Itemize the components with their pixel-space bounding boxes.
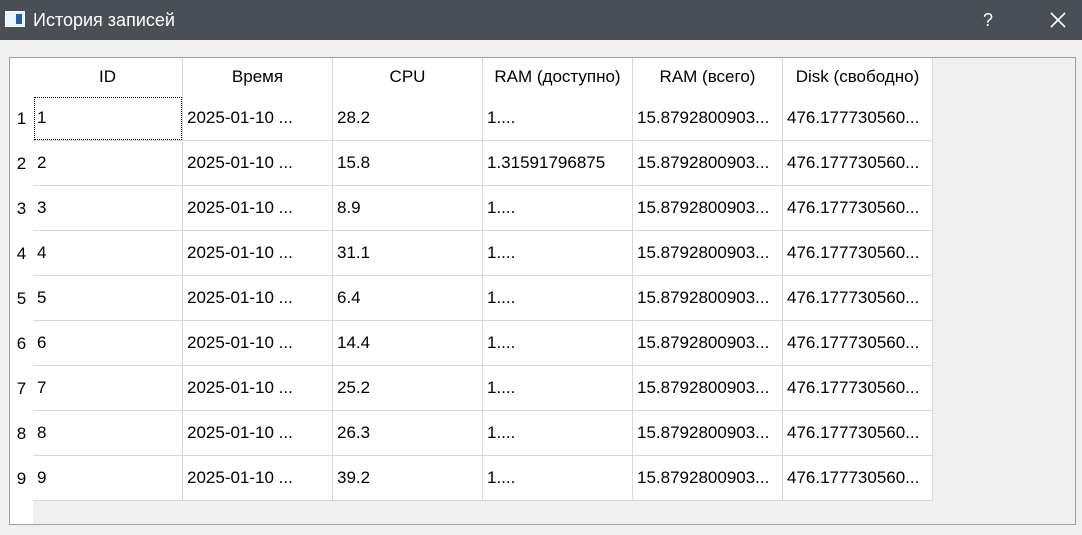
table-cell[interactable]: 476.177730560...: [783, 186, 933, 231]
table-cell[interactable]: 6: [33, 321, 183, 366]
table-cell[interactable]: 9: [33, 456, 183, 501]
table-cell[interactable]: 2025-01-10 ...: [183, 231, 333, 276]
table-cell[interactable]: 2025-01-10 ...: [183, 411, 333, 456]
table-cell[interactable]: 476.177730560...: [783, 456, 933, 501]
row-header[interactable]: 5: [10, 276, 33, 321]
help-button[interactable]: ?: [982, 9, 993, 30]
table-cell[interactable]: 1....: [483, 276, 633, 321]
table-cell[interactable]: 476.177730560...: [783, 366, 933, 411]
records-table[interactable]: ID Время CPU RAM (доступно) RAM (всего) …: [9, 57, 1076, 525]
table-cell[interactable]: 15.8792800903...: [633, 186, 783, 231]
table-cell[interactable]: 476.177730560...: [783, 141, 933, 186]
table-cell[interactable]: 15.8792800903...: [633, 141, 783, 186]
table-cell[interactable]: 5: [33, 276, 183, 321]
table-cell[interactable]: 2025-01-10 ...: [183, 456, 333, 501]
table-cell[interactable]: 476.177730560...: [783, 96, 933, 141]
table-cell[interactable]: 2025-01-10 ...: [183, 321, 333, 366]
table-cell[interactable]: 3: [33, 186, 183, 231]
table-cell[interactable]: 1....: [483, 231, 633, 276]
column-header-ram-available[interactable]: RAM (доступно): [483, 58, 633, 96]
table-cell[interactable]: 1....: [483, 186, 633, 231]
table-cell[interactable]: 4: [33, 231, 183, 276]
row-header[interactable]: 3: [10, 186, 33, 231]
table-cell[interactable]: 1....: [483, 321, 633, 366]
column-header-ram-total[interactable]: RAM (всего): [633, 58, 783, 96]
row-header[interactable]: 7: [10, 366, 33, 411]
table-cell[interactable]: 2025-01-10 ...: [183, 366, 333, 411]
table-cell[interactable]: 1....: [483, 456, 633, 501]
table-body: 1 2025-01-10 ... 28.2 1.... 15.8792800903...…: [33, 96, 933, 501]
table-cell[interactable]: 15.8792800903...: [633, 231, 783, 276]
table-cell[interactable]: 2025-01-10 ...: [183, 186, 333, 231]
table-row[interactable]: 4 2025-01-10 ... 31.1 1.... 15.8792800903...…: [33, 231, 933, 276]
table-row[interactable]: 2 2025-01-10 ... 15.8 1.31591796875 15.87928…: [33, 141, 933, 186]
table-row[interactable]: 5 2025-01-10 ... 6.4 1.... 15.8792800903... 4…: [33, 276, 933, 321]
table-row[interactable]: 7 2025-01-10 ... 25.2 1.... 15.8792800903...…: [33, 366, 933, 411]
row-header[interactable]: 9: [10, 456, 33, 501]
table-cell[interactable]: 2: [33, 141, 183, 186]
table-cell[interactable]: 1.31591796875: [483, 141, 633, 186]
table-cell[interactable]: 14.4: [333, 321, 483, 366]
table-corner-button[interactable]: [10, 58, 33, 96]
row-header[interactable]: 2: [10, 141, 33, 186]
column-header-disk-free[interactable]: Disk (свободно): [783, 58, 933, 96]
close-icon: [1050, 12, 1066, 28]
table-cell[interactable]: 26.3: [333, 411, 483, 456]
table-cell[interactable]: 7: [33, 366, 183, 411]
column-header-row: ID Время CPU RAM (доступно) RAM (всего) …: [33, 58, 933, 96]
table-cell[interactable]: 8.9: [333, 186, 483, 231]
table-cell[interactable]: 476.177730560...: [783, 231, 933, 276]
window-title: История записей: [33, 10, 175, 30]
row-header[interactable]: 8: [10, 411, 33, 456]
table-cell[interactable]: 15.8792800903...: [633, 276, 783, 321]
column-header-id[interactable]: ID: [33, 58, 183, 96]
table-cell[interactable]: 476.177730560...: [783, 276, 933, 321]
table-cell[interactable]: 2025-01-10 ...: [183, 276, 333, 321]
table-cell[interactable]: 15.8: [333, 141, 483, 186]
table-cell[interactable]: 1....: [483, 411, 633, 456]
table-cell[interactable]: 2025-01-10 ...: [183, 96, 333, 141]
table-cell[interactable]: 1: [33, 96, 183, 141]
table-cell[interactable]: 15.8792800903...: [633, 321, 783, 366]
table-cell[interactable]: 8: [33, 411, 183, 456]
table-cell[interactable]: 476.177730560...: [783, 411, 933, 456]
table-cell[interactable]: 6.4: [333, 276, 483, 321]
table-cell[interactable]: 15.8792800903...: [633, 366, 783, 411]
table-row[interactable]: 6 2025-01-10 ... 14.4 1.... 15.8792800903...…: [33, 321, 933, 366]
app-icon: [5, 11, 25, 27]
table-cell[interactable]: 15.8792800903...: [633, 96, 783, 141]
title-bar[interactable]: История записей ?: [0, 0, 1082, 40]
table-cell[interactable]: 15.8792800903...: [633, 411, 783, 456]
table-cell[interactable]: 25.2: [333, 366, 483, 411]
table-cell[interactable]: 2025-01-10 ...: [183, 141, 333, 186]
row-header[interactable]: 4: [10, 231, 33, 276]
column-header-cpu[interactable]: CPU: [333, 58, 483, 96]
table-cell[interactable]: 1....: [483, 366, 633, 411]
table-cell[interactable]: 15.8792800903...: [633, 456, 783, 501]
close-button[interactable]: [1035, 0, 1081, 40]
row-header[interactable]: 1: [10, 96, 33, 141]
column-header-time[interactable]: Время: [183, 58, 333, 96]
row-header-filler: [10, 501, 33, 524]
table-row[interactable]: 1 2025-01-10 ... 28.2 1.... 15.8792800903...…: [33, 96, 933, 141]
table-row[interactable]: 9 2025-01-10 ... 39.2 1.... 15.8792800903...…: [33, 456, 933, 501]
table-cell[interactable]: 28.2: [333, 96, 483, 141]
table-cell[interactable]: 476.177730560...: [783, 321, 933, 366]
table-row[interactable]: 8 2025-01-10 ... 26.3 1.... 15.8792800903...…: [33, 411, 933, 456]
row-header[interactable]: 6: [10, 321, 33, 366]
table-cell[interactable]: 39.2: [333, 456, 483, 501]
table-row[interactable]: 3 2025-01-10 ... 8.9 1.... 15.8792800903... 4…: [33, 186, 933, 231]
table-cell[interactable]: 31.1: [333, 231, 483, 276]
table-cell[interactable]: 1....: [483, 96, 633, 141]
